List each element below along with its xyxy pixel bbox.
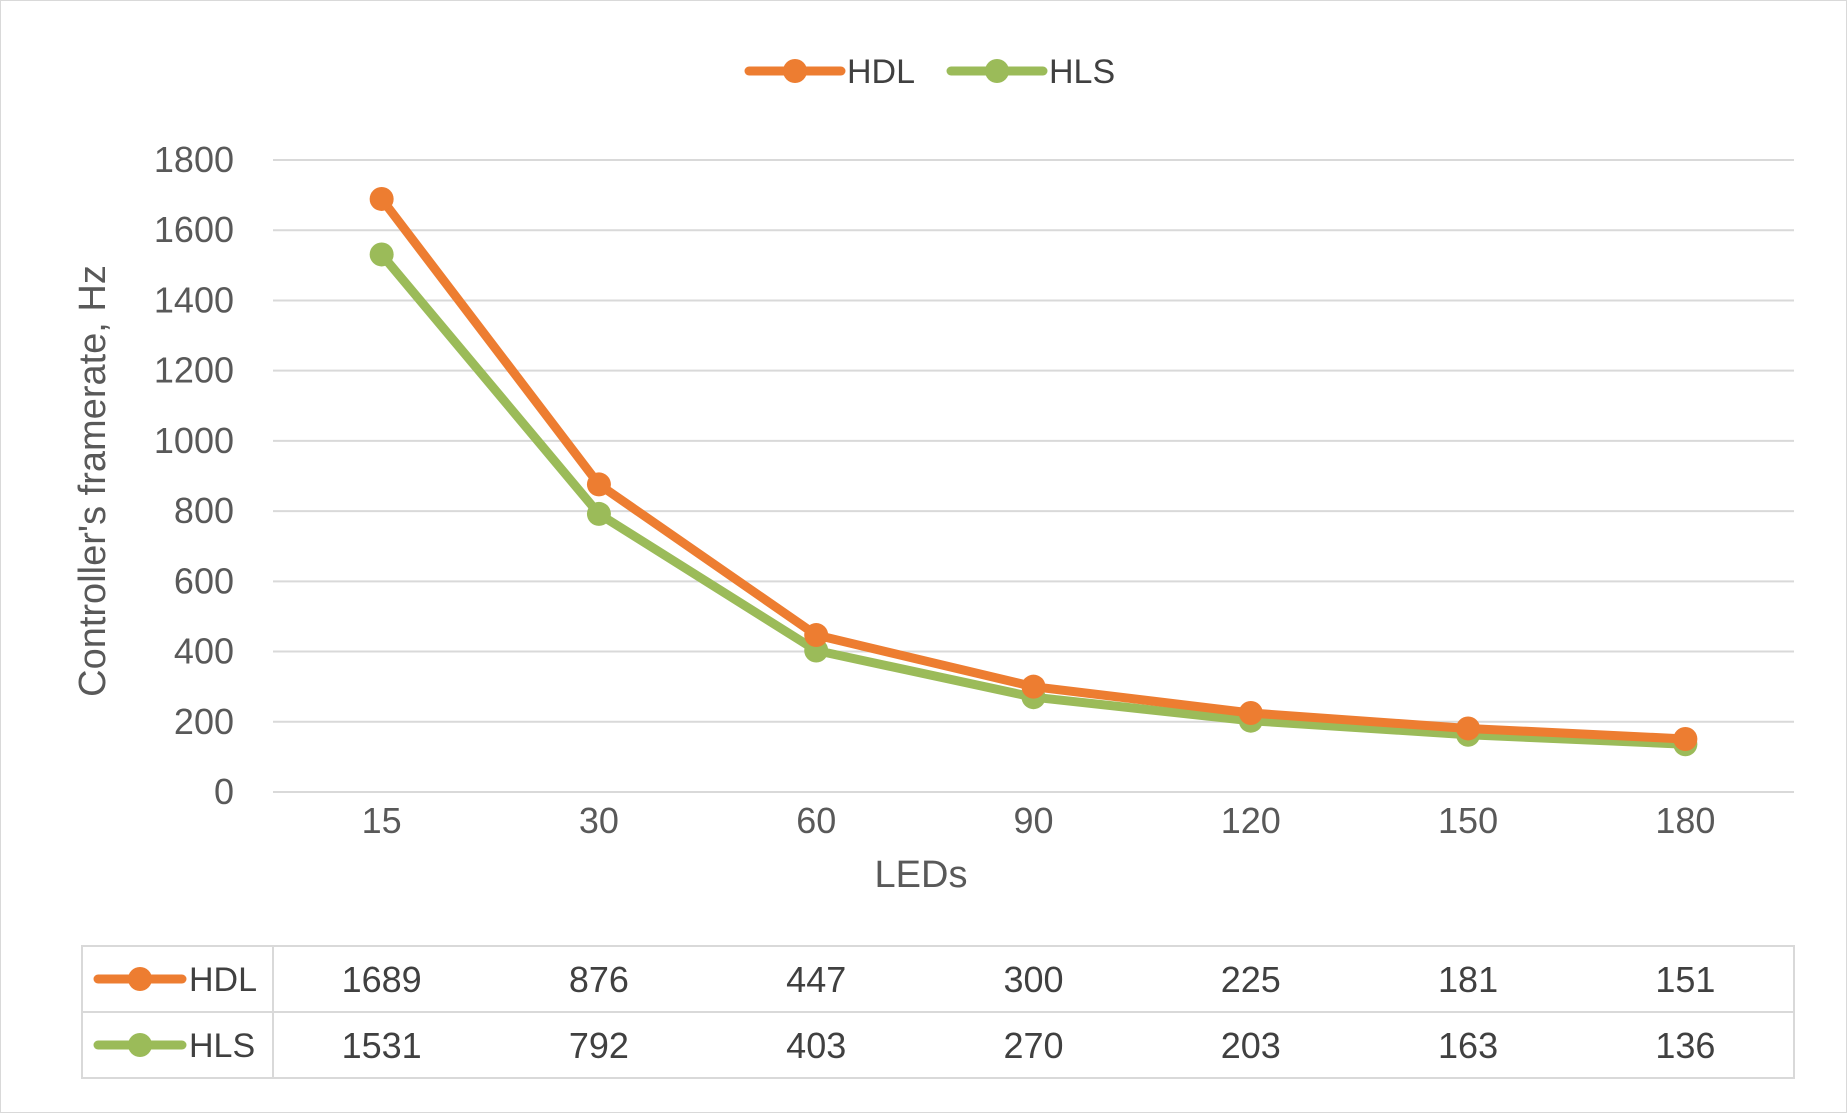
legend: HDL HLS	[744, 53, 1115, 91]
table-cell: 1689	[342, 959, 422, 1000]
table-cell: 181	[1438, 959, 1498, 1000]
x-tick-label: 30	[579, 800, 619, 841]
data-point-hdl	[1021, 674, 1046, 699]
legend-label: HDL	[847, 53, 915, 91]
table-key-point	[128, 967, 152, 991]
series-lines	[369, 186, 1698, 757]
x-axis-tick-labels: 15 30 60 90 120 150 180	[362, 800, 1716, 841]
y-tick-label: 200	[174, 701, 234, 742]
x-tick-label: 15	[362, 800, 402, 841]
table-series-label: HLS	[189, 1027, 255, 1065]
y-axis-tick-labels: 0 200 400 600 800 1000 1200 1400 1600 1800	[154, 139, 234, 812]
data-point-hdl	[804, 623, 829, 648]
y-tick-label: 1200	[154, 350, 234, 391]
table-cell: 1531	[342, 1025, 422, 1066]
table-row-hdl: HDL 1689 876 447 300 225 181 151	[93, 959, 1715, 1000]
gridlines	[273, 159, 1794, 793]
table-cell: 151	[1655, 959, 1715, 1000]
y-tick-label: 800	[174, 490, 234, 531]
table-series-label: HDL	[189, 961, 257, 999]
legend-point-marker	[783, 59, 807, 83]
y-tick-label: 1400	[154, 279, 234, 320]
legend-label: HLS	[1049, 53, 1115, 91]
y-tick-label: 1600	[154, 209, 234, 250]
table-cell: 136	[1655, 1025, 1715, 1066]
y-axis-title: Controller's framerate, Hz	[72, 265, 114, 697]
data-point-hdl	[586, 472, 611, 497]
data-point-hdl	[369, 186, 394, 211]
table-cell: 270	[1003, 1025, 1063, 1066]
x-tick-label: 150	[1438, 800, 1498, 841]
x-tick-label: 90	[1013, 800, 1053, 841]
data-point-hls	[369, 242, 394, 267]
table-key-point	[128, 1033, 152, 1057]
y-tick-label: 400	[174, 631, 234, 672]
table-cell: 225	[1221, 959, 1281, 1000]
y-tick-label: 0	[214, 771, 234, 812]
y-tick-label: 1000	[154, 420, 234, 461]
table-cell: 163	[1438, 1025, 1498, 1066]
x-tick-label: 120	[1221, 800, 1281, 841]
x-tick-label: 180	[1655, 800, 1715, 841]
table-cell: 447	[786, 959, 846, 1000]
legend-item-hdl: HDL	[744, 53, 915, 91]
data-point-hdl	[1456, 716, 1481, 741]
y-tick-label: 1800	[154, 139, 234, 180]
legend-item-hls: HLS	[946, 53, 1115, 91]
series-line-hls	[377, 249, 1690, 749]
table-cell: 403	[786, 1025, 846, 1066]
data-point-hdl	[1238, 701, 1263, 725]
y-tick-label: 600	[174, 560, 234, 601]
series-line-hdl	[377, 194, 1690, 744]
x-axis-title: LEDs	[875, 854, 968, 896]
table-row-hls: HLS 1531 792 403 270 203 163 136	[93, 1025, 1715, 1066]
table-cell: 792	[569, 1025, 629, 1066]
table-cell: 300	[1003, 959, 1063, 1000]
x-tick-label: 60	[796, 800, 836, 841]
legend-point-marker	[985, 59, 1009, 83]
table-cell: 876	[569, 959, 629, 1000]
data-point-hdl	[1673, 726, 1698, 751]
data-point-hls	[586, 501, 611, 526]
data-table: HDL 1689 876 447 300 225 181 151 HLS 1531 792 403 27…	[81, 945, 1795, 1079]
table-cell: 203	[1221, 1025, 1281, 1066]
